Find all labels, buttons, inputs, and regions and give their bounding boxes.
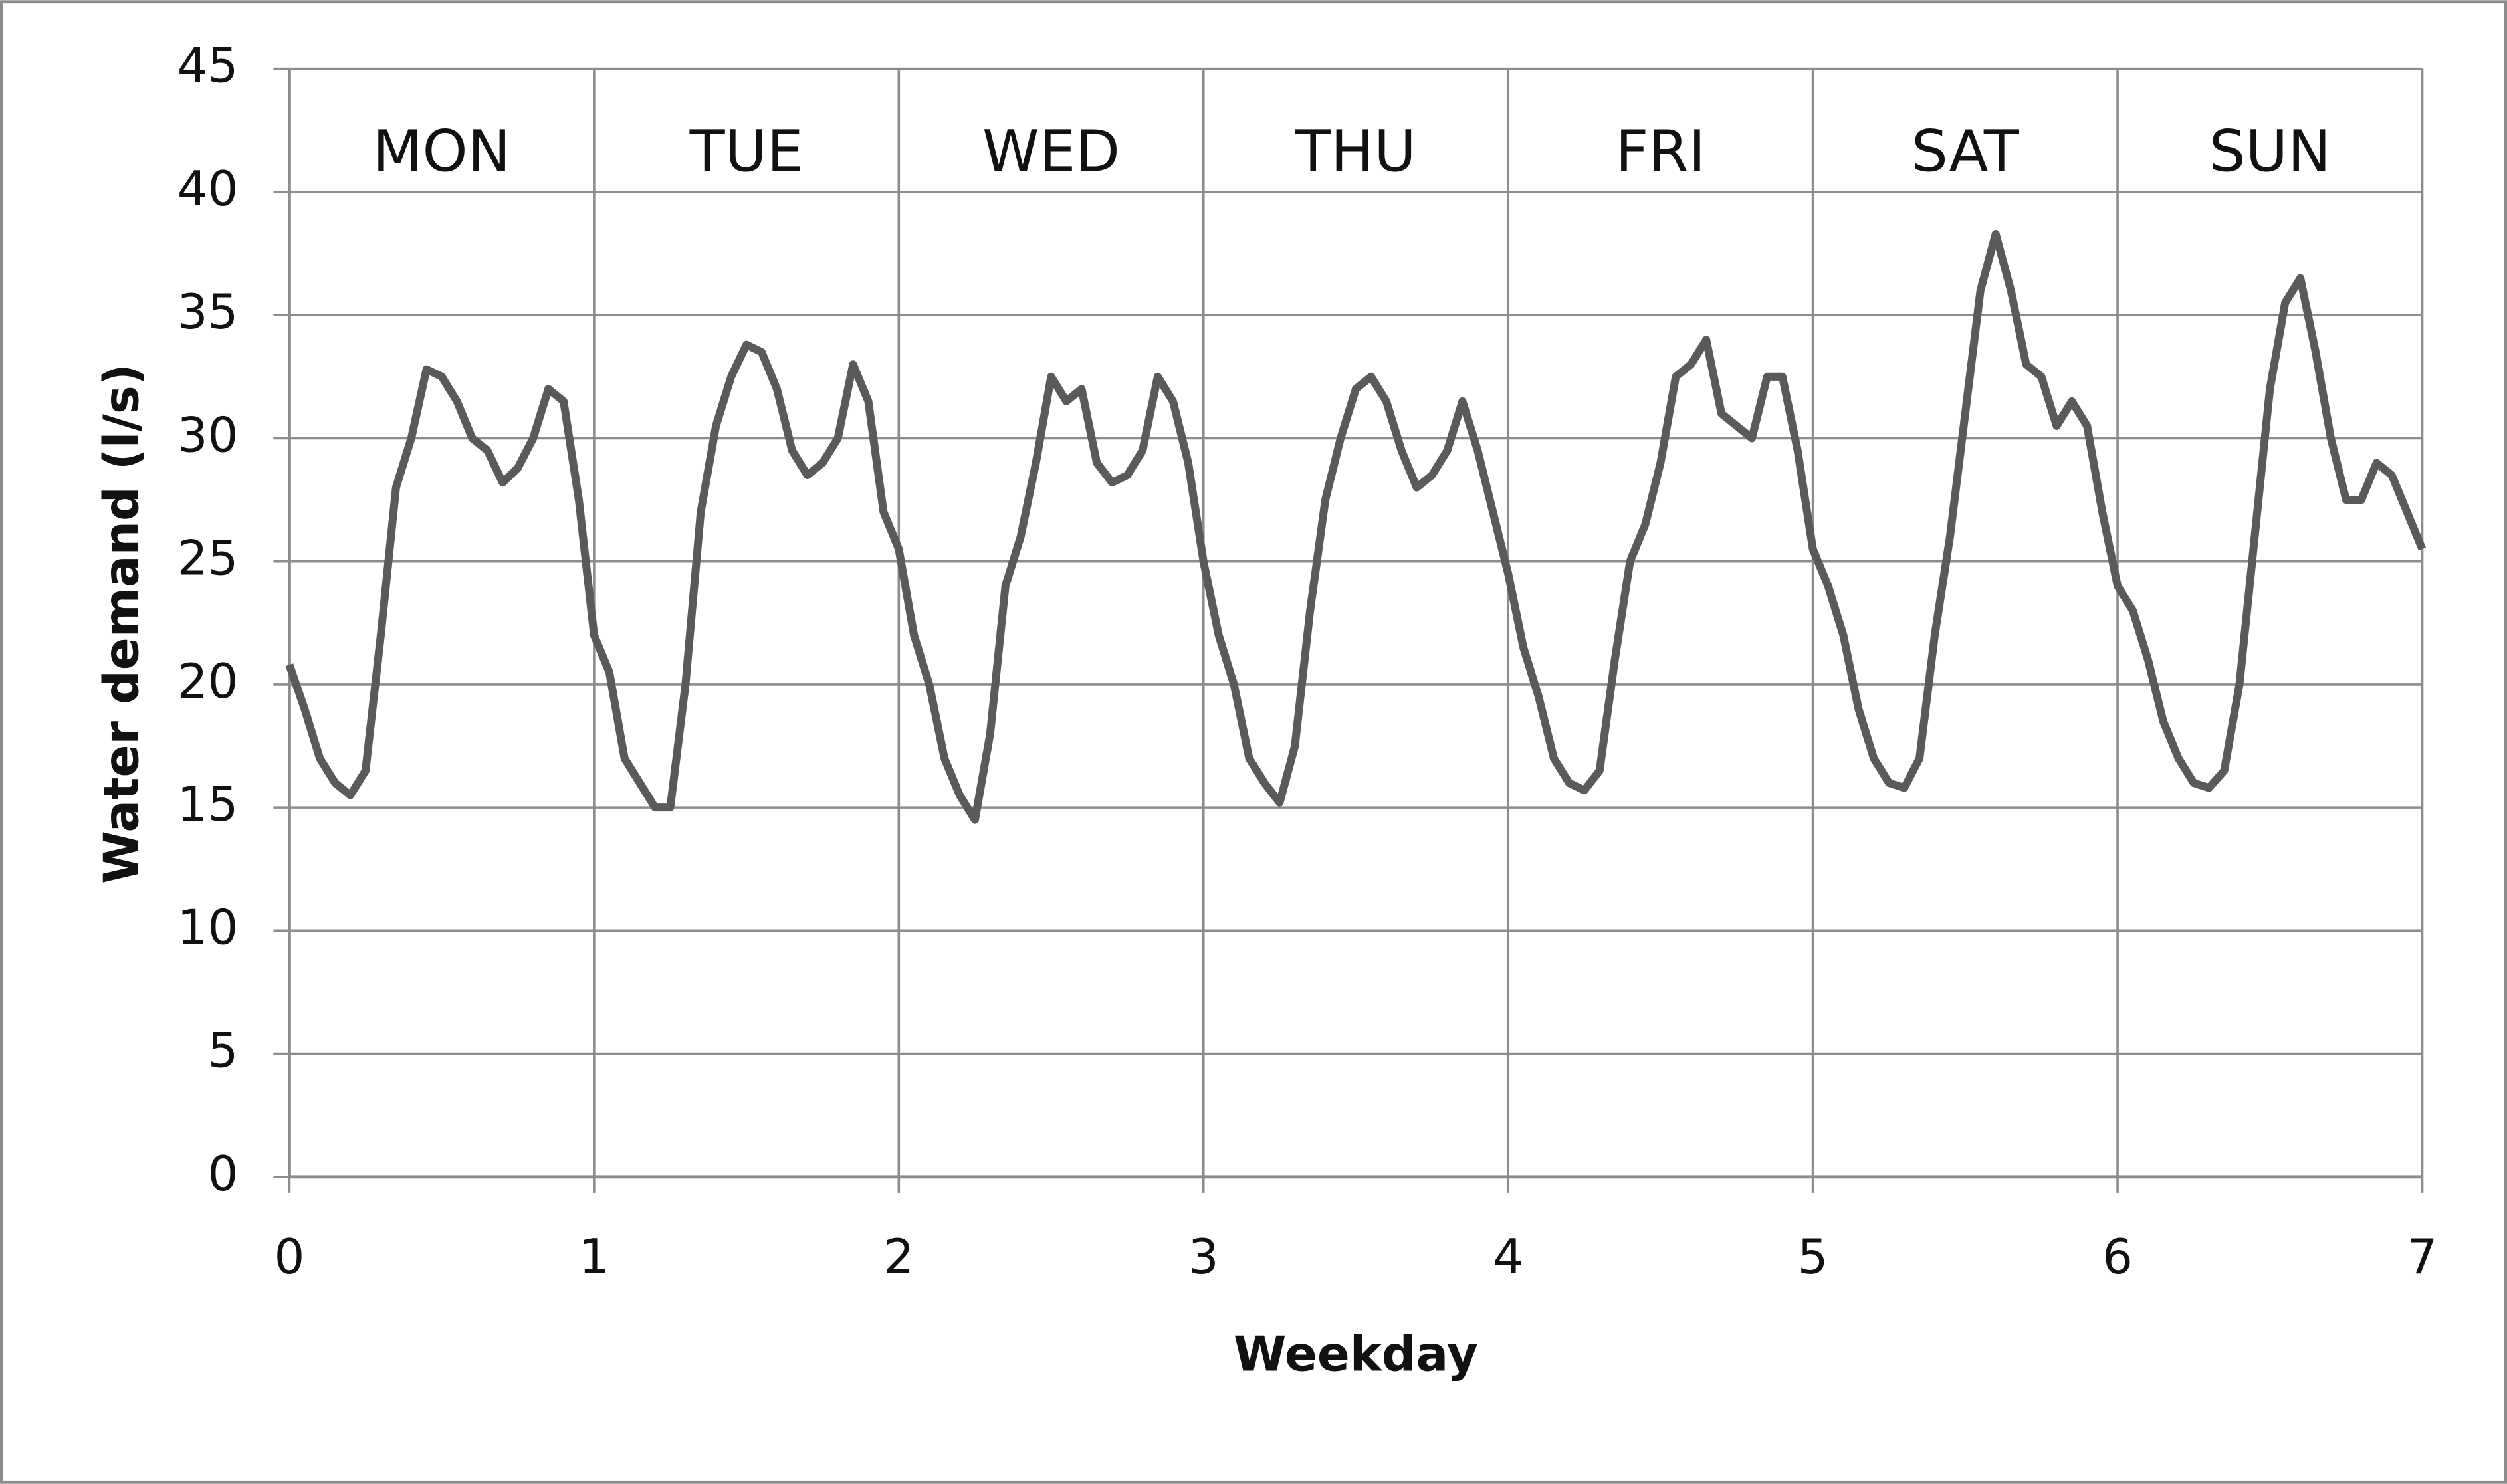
y-tick-label: 35 (177, 284, 239, 340)
y-tick-label: 10 (177, 900, 239, 956)
y-tick-label: 45 (177, 39, 239, 94)
y-axis-title: Water demand (l/s) (94, 364, 150, 883)
y-tick-label: 20 (177, 654, 239, 710)
day-label: TUE (689, 119, 804, 185)
x-tick-label: 6 (2102, 1229, 2133, 1285)
x-tick-label: 4 (1493, 1229, 1523, 1285)
x-tick-label: 1 (579, 1229, 609, 1285)
x-tick-label: 0 (274, 1229, 304, 1285)
y-tick-label: 15 (177, 777, 239, 833)
day-label: SAT (1911, 119, 2020, 185)
x-tick-label: 7 (2407, 1229, 2438, 1285)
y-tick-label: 30 (177, 407, 239, 463)
day-label: MON (373, 119, 511, 185)
y-tick-label: 0 (208, 1146, 239, 1202)
x-tick-label: 3 (1188, 1229, 1219, 1285)
data-line (285, 229, 2427, 824)
x-axis-title: Weekday (1234, 1327, 1478, 1383)
x-tick-label: 5 (1798, 1229, 1828, 1285)
y-tick-label: 5 (208, 1023, 239, 1079)
day-label: THU (1295, 119, 1416, 185)
y-tick-label: 25 (177, 531, 239, 587)
x-tick-label: 2 (883, 1229, 914, 1285)
day-label: FRI (1616, 119, 1706, 185)
y-tick-label: 40 (177, 161, 239, 217)
day-label: SUN (2209, 119, 2331, 185)
day-label: WED (982, 119, 1120, 185)
